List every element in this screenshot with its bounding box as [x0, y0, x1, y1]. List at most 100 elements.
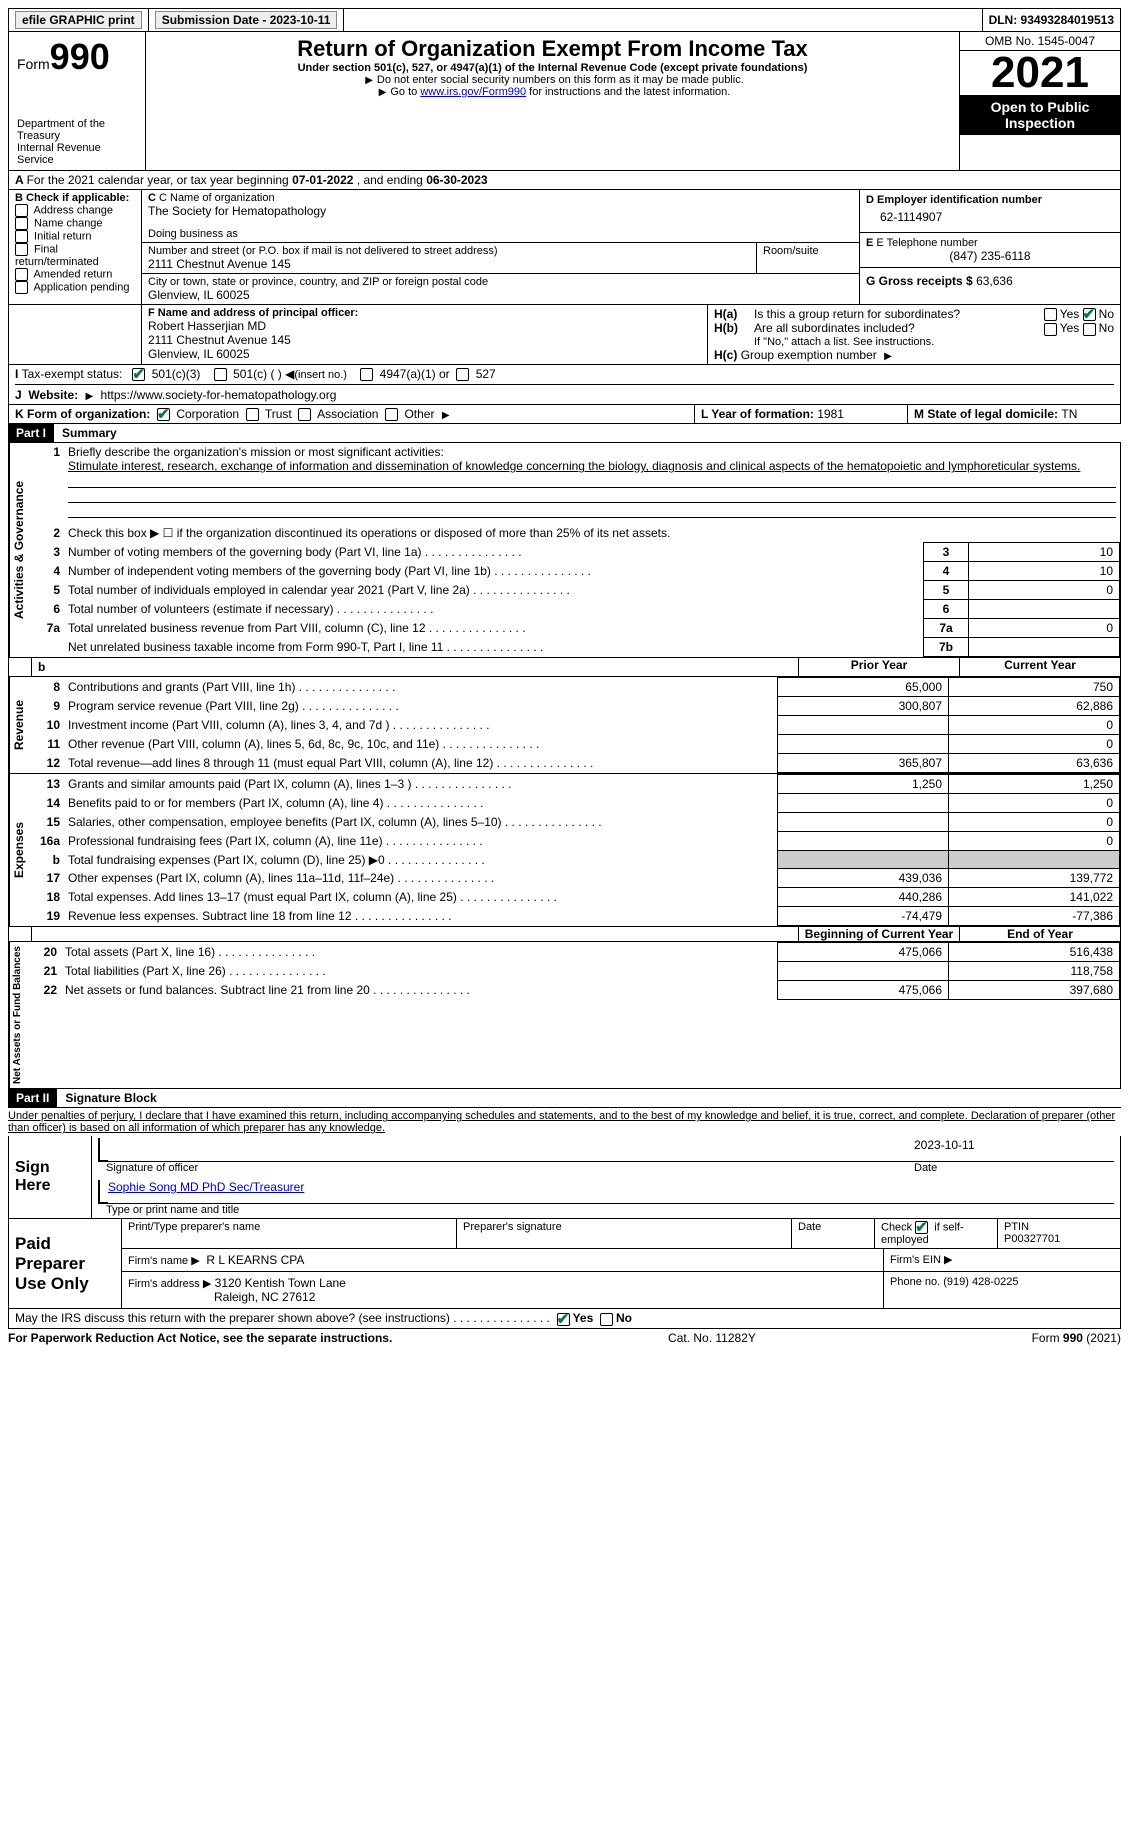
box-b-checkbox[interactable]: [15, 268, 28, 281]
527-checkbox[interactable]: [456, 368, 469, 381]
prep-sig-label: Preparer's signature: [457, 1219, 792, 1248]
expenses-section: Expenses 13Grants and similar amounts pa…: [8, 774, 1121, 927]
hb-yes-checkbox[interactable]: [1044, 323, 1057, 336]
dba-label: Doing business as: [148, 228, 853, 240]
summary-line: 19Revenue less expenses. Subtract line 1…: [28, 907, 1120, 926]
hb-label: Are all subordinates included?: [754, 321, 1044, 335]
org-form-block: K Form of organization: Corporation Trus…: [8, 405, 1121, 424]
summary-line: 20Total assets (Part X, line 16)475,0665…: [25, 943, 1120, 962]
ssn-note: Do not enter social security numbers on …: [377, 74, 744, 86]
box-b-checkbox[interactable]: [15, 230, 28, 243]
summary-line: 18Total expenses. Add lines 13–17 (must …: [28, 888, 1120, 907]
officer-city: Glenview, IL 60025: [148, 347, 701, 361]
street-value: 2111 Chestnut Avenue 145: [148, 257, 750, 271]
ha-no-checkbox[interactable]: [1083, 308, 1096, 321]
ha-yes-checkbox[interactable]: [1044, 308, 1057, 321]
box-b-checkbox[interactable]: [15, 217, 28, 230]
firm-name: R L KEARNS CPA: [206, 1253, 304, 1267]
other-checkbox[interactable]: [385, 408, 398, 421]
prior-year-header: Prior Year: [851, 658, 907, 672]
firm-phone-label: Phone no.: [890, 1276, 943, 1288]
assoc-checkbox[interactable]: [298, 408, 311, 421]
box-b-checkbox[interactable]: [15, 243, 28, 256]
summary-line: 10Investment income (Part VIII, column (…: [28, 716, 1120, 735]
date-label: Date: [914, 1162, 1114, 1174]
activities-governance-section: Activities & Governance 1 Briefly descri…: [8, 443, 1121, 658]
summary-line: 6Total number of volunteers (estimate if…: [28, 600, 1120, 619]
tax-status-label: Tax-exempt status:: [22, 367, 123, 381]
ptin-label: PTIN: [1004, 1221, 1029, 1233]
officer-street: 2111 Chestnut Avenue 145: [148, 333, 701, 347]
hb-no-checkbox[interactable]: [1083, 323, 1096, 336]
domicile-label: M State of legal domicile:: [914, 407, 1061, 421]
firm-addr-label: Firm's address ▶: [128, 1278, 211, 1290]
summary-line: 14Benefits paid to or for members (Part …: [28, 794, 1120, 813]
box-k-label: K Form of organization:: [15, 407, 150, 421]
part2-header: Part II Signature Block: [8, 1089, 1121, 1108]
box-b-item: Final return/terminated: [15, 243, 135, 268]
summary-line: 8Contributions and grants (Part VIII, li…: [28, 678, 1120, 697]
form-header: Form990 Department of the Treasury Inter…: [8, 32, 1121, 171]
domicile-value: TN: [1061, 407, 1077, 421]
treasury-label: Department of the Treasury Internal Reve…: [17, 118, 137, 166]
line-a: A For the 2021 calendar year, or tax yea…: [8, 171, 1121, 190]
revenue-section: Revenue 8Contributions and grants (Part …: [8, 677, 1121, 774]
submission-date-button[interactable]: Submission Date - 2023-10-11: [155, 11, 338, 29]
box-b-item: Initial return: [15, 230, 135, 243]
gross-receipts-label: G Gross receipts $: [866, 274, 976, 288]
dln-label: DLN: 93493284019513: [989, 13, 1114, 27]
sign-here-label: Sign Here: [9, 1136, 92, 1218]
form-title: Return of Organization Exempt From Incom…: [154, 36, 951, 62]
firm-addr1: 3120 Kentish Town Lane: [215, 1276, 346, 1290]
firm-phone: (919) 428-0225: [943, 1276, 1018, 1288]
501c3-checkbox[interactable]: [132, 368, 145, 381]
ag-vertical-label: Activities & Governance: [9, 443, 28, 657]
summary-line: 15Salaries, other compensation, employee…: [28, 813, 1120, 832]
4947-checkbox[interactable]: [360, 368, 373, 381]
box-b-item: Address change: [15, 204, 135, 217]
room-label: Room/suite: [757, 243, 859, 273]
sig-date: 2023-10-11: [908, 1138, 1114, 1162]
firm-ein-label: Firm's EIN ▶: [884, 1249, 1120, 1271]
discuss-yes-checkbox[interactable]: [557, 1313, 570, 1326]
box-b-item: Amended return: [15, 268, 135, 281]
501c-checkbox[interactable]: [214, 368, 227, 381]
summary-line: 9Program service revenue (Part VIII, lin…: [28, 697, 1120, 716]
summary-line: 12Total revenue—add lines 8 through 11 (…: [28, 754, 1120, 773]
prep-date-label: Date: [792, 1219, 875, 1248]
footer-left: For Paperwork Reduction Act Notice, see …: [8, 1331, 392, 1345]
street-label: Number and street (or P.O. box if mail i…: [148, 245, 750, 257]
part1-header: Part I Summary: [8, 424, 1121, 443]
officer-group-block: F Name and address of principal officer:…: [8, 305, 1121, 365]
officer-label: F Name and address of principal officer:: [148, 307, 358, 319]
self-employed-checkbox[interactable]: [915, 1221, 928, 1234]
end-year-header: End of Year: [1007, 927, 1073, 941]
box-b-checkbox[interactable]: [15, 281, 28, 294]
entity-block: B Check if applicable: Address change Na…: [8, 190, 1121, 305]
firm-addr2: Raleigh, NC 27612: [128, 1290, 315, 1304]
trust-checkbox[interactable]: [246, 408, 259, 421]
ptin-value: P00327701: [1004, 1233, 1060, 1245]
summary-line: 21Total liabilities (Part X, line 26)118…: [25, 962, 1120, 981]
summary-line: 17Other expenses (Part IX, column (A), l…: [28, 869, 1120, 888]
summary-line: 16aProfessional fundraising fees (Part I…: [28, 832, 1120, 851]
website-value: https://www.society-for-hematopathology.…: [101, 388, 337, 402]
year-formation-value: 1981: [817, 407, 844, 421]
paid-preparer-block: Paid Preparer Use Only Print/Type prepar…: [8, 1219, 1121, 1309]
paid-preparer-label: Paid Preparer Use Only: [9, 1219, 122, 1308]
box-b-checkbox[interactable]: [15, 204, 28, 217]
sign-here-block: Sign Here 2023-10-11 Signature of office…: [8, 1136, 1121, 1219]
discuss-no-checkbox[interactable]: [600, 1313, 613, 1326]
box-b-item: Name change: [15, 217, 135, 230]
prep-name-label: Print/Type preparer's name: [122, 1219, 457, 1248]
na-vertical-label: Net Assets or Fund Balances: [9, 942, 25, 1088]
summary-line: 3Number of voting members of the governi…: [28, 543, 1120, 562]
status-website-block: I Tax-exempt status: 501(c)(3) 501(c) ( …: [8, 365, 1121, 405]
corp-checkbox[interactable]: [157, 408, 170, 421]
ein-label: D Employer identification number: [866, 194, 1042, 206]
irs-link[interactable]: www.irs.gov/Form990: [420, 86, 526, 98]
ha-label: Is this a group return for subordinates?: [754, 307, 1044, 321]
efile-print-button[interactable]: efile GRAPHIC print: [15, 11, 142, 29]
box-b-label: B Check if applicable:: [15, 192, 129, 204]
rev-vertical-label: Revenue: [9, 677, 28, 773]
